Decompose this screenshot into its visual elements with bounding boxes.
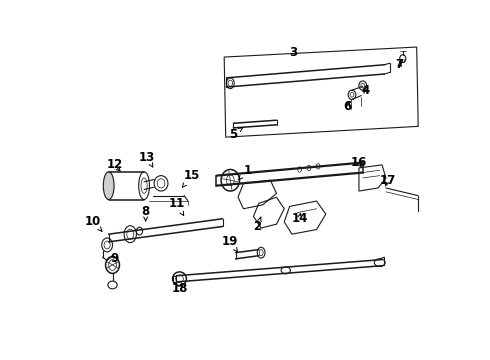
Text: 15: 15 — [182, 169, 200, 187]
Text: 19: 19 — [222, 235, 239, 252]
Text: 9: 9 — [111, 252, 119, 265]
Text: 1: 1 — [239, 164, 251, 180]
Ellipse shape — [103, 172, 114, 199]
Text: 6: 6 — [343, 100, 351, 113]
Text: 8: 8 — [142, 204, 150, 221]
Text: 18: 18 — [172, 282, 188, 294]
Ellipse shape — [172, 272, 187, 286]
Text: 7: 7 — [395, 58, 404, 71]
Text: 2: 2 — [253, 217, 261, 233]
Text: 17: 17 — [379, 174, 395, 187]
Text: 3: 3 — [290, 46, 297, 59]
Text: 16: 16 — [351, 156, 367, 169]
Text: 4: 4 — [361, 85, 369, 98]
Text: 13: 13 — [139, 150, 155, 167]
Text: 12: 12 — [107, 158, 123, 171]
Text: 11: 11 — [168, 197, 185, 216]
Ellipse shape — [139, 172, 149, 199]
Text: 5: 5 — [229, 127, 243, 140]
Text: 14: 14 — [292, 212, 308, 225]
Text: 10: 10 — [85, 215, 102, 231]
